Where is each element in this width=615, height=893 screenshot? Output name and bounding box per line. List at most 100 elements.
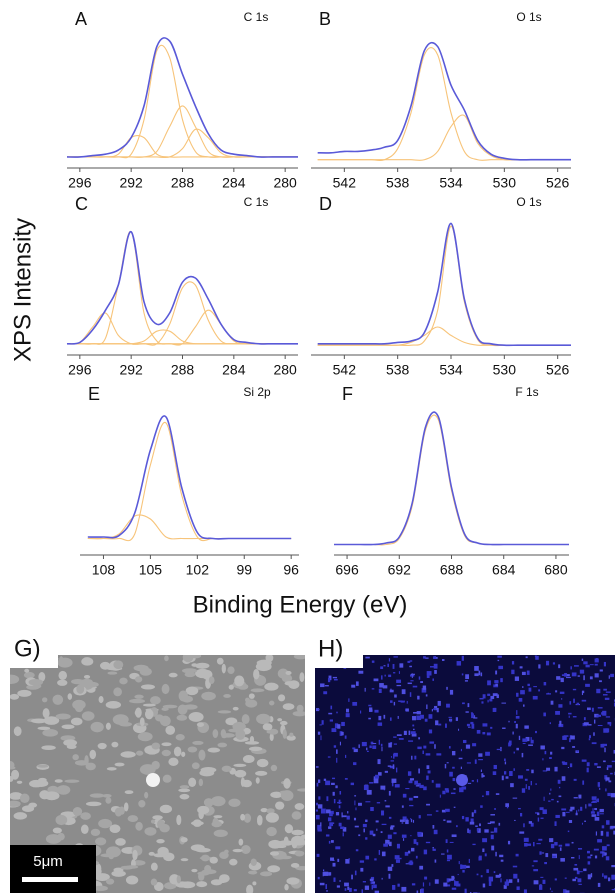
sem-grain: [11, 769, 20, 780]
sem-grain: [165, 725, 176, 735]
eds-speckle: [318, 708, 320, 711]
sem-grain: [135, 750, 144, 756]
sem-grain: [100, 853, 114, 858]
eds-speckle: [362, 881, 367, 883]
eds-speckle: [539, 885, 543, 890]
x-tick-label: 534: [439, 362, 463, 378]
panel-label: A: [75, 9, 87, 29]
eds-speckle: [350, 782, 355, 786]
eds-speckle: [461, 864, 467, 869]
eds-speckle: [565, 890, 570, 893]
eds-speckle: [465, 865, 470, 869]
sem-grain: [120, 751, 136, 758]
sem-grain: [90, 721, 104, 733]
sem-grain: [119, 677, 128, 685]
sem-grain: [56, 785, 71, 795]
fit-envelope: [317, 222, 571, 347]
sem-grain: [89, 749, 97, 760]
eds-speckle: [521, 788, 526, 793]
eds-speckle: [603, 661, 607, 667]
eds-speckle: [472, 843, 476, 846]
eds-speckle: [602, 846, 607, 851]
eds-speckle: [570, 806, 575, 810]
eds-speckle: [558, 844, 563, 847]
x-tick-label: 542: [333, 362, 357, 378]
sem-grain: [290, 862, 300, 868]
fit-component: [66, 329, 298, 345]
eds-speckle: [474, 715, 476, 718]
eds-speckle: [550, 788, 552, 791]
eds-speckle: [597, 839, 603, 843]
eds-speckle: [559, 720, 562, 726]
eds-speckle: [554, 841, 558, 846]
sem-grain: [201, 691, 216, 701]
eds-speckle: [515, 715, 520, 719]
eds-speckle: [528, 786, 530, 790]
eds-speckle: [528, 821, 532, 824]
eds-speckle: [450, 792, 456, 795]
eds-speckle: [391, 778, 397, 783]
sem-grain: [284, 824, 294, 834]
eds-speckle: [379, 683, 384, 688]
sem-grain: [180, 858, 189, 862]
eds-speckle: [388, 790, 391, 796]
eds-speckle: [605, 788, 607, 792]
eds-speckle: [472, 743, 477, 747]
eds-speckle: [412, 716, 416, 721]
x-tick-label: 296: [68, 362, 92, 378]
eds-speckle: [394, 784, 400, 788]
image-label: H): [318, 635, 343, 662]
eds-speckle: [543, 712, 546, 717]
eds-speckle: [576, 870, 580, 875]
eds-speckle: [417, 833, 420, 837]
eds-speckle: [543, 796, 545, 801]
eds-background: [315, 655, 615, 893]
eds-speckle: [594, 762, 598, 766]
sem-grain: [191, 868, 198, 873]
eds-speckle: [585, 664, 590, 668]
sem-grain: [188, 777, 197, 788]
sem-grain: [191, 762, 200, 770]
eds-speckle: [603, 875, 608, 879]
eds-speckle: [328, 872, 332, 876]
eds-speckle: [604, 697, 610, 700]
eds-speckle: [453, 788, 456, 790]
sem-grain: [233, 763, 247, 768]
eds-speckle: [393, 672, 396, 674]
eds-speckle: [339, 791, 342, 795]
eds-speckle: [335, 785, 338, 789]
sem-grain: [221, 663, 226, 674]
fit-component: [87, 422, 292, 542]
eds-speckle: [377, 759, 381, 765]
eds-speckle: [583, 675, 585, 681]
sem-grain: [277, 694, 286, 702]
sem-grain: [179, 793, 190, 800]
sem-grain: [248, 746, 263, 752]
eds-speckle: [376, 828, 378, 831]
eds-speckle: [570, 666, 572, 670]
eds-speckle: [378, 715, 382, 721]
eds-speckle: [611, 864, 615, 868]
sem-grain: [42, 728, 59, 737]
eds-speckle: [593, 732, 595, 736]
eds-speckle: [554, 821, 557, 826]
sem-grain: [192, 740, 204, 745]
fit-envelope: [317, 41, 571, 161]
eds-speckle: [374, 709, 379, 713]
sem-grain: [177, 704, 188, 715]
eds-speckle: [380, 785, 386, 790]
eds-speckle: [525, 656, 528, 659]
eds-speckle: [603, 760, 606, 763]
eds-speckle: [581, 699, 587, 702]
sem-grain: [118, 806, 125, 815]
eds-speckle: [527, 683, 530, 687]
eds-speckle: [589, 735, 591, 739]
eds-speckle: [424, 657, 429, 659]
eds-speckle: [323, 778, 327, 781]
eds-speckle: [596, 766, 601, 768]
eds-speckle: [552, 662, 556, 665]
eds-speckle: [528, 744, 533, 746]
eds-speckle: [394, 855, 400, 860]
sem-grain: [142, 703, 156, 707]
panel-annotation: F 1s: [515, 385, 538, 399]
